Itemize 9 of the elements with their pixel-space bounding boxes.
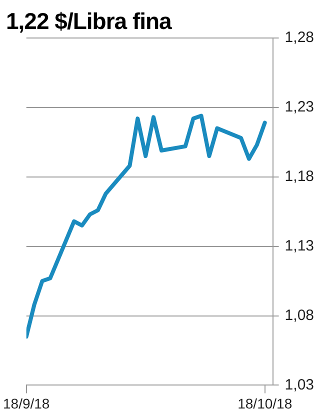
y-tick-label: 1,28 [284,29,314,46]
y-tick-label: 1,18 [284,168,314,186]
y-tick-label: 1,08 [284,306,314,324]
x-tick-label: 18/9/18 [2,395,50,412]
y-tick-label: 1,03 [284,376,314,394]
chart-title: 1,22 $/Libra fina [6,8,172,35]
y-tick-label: 1,23 [284,98,314,116]
y-tick-label: 1,13 [284,237,314,254]
x-tick-label: 18/10/18 [238,395,292,412]
